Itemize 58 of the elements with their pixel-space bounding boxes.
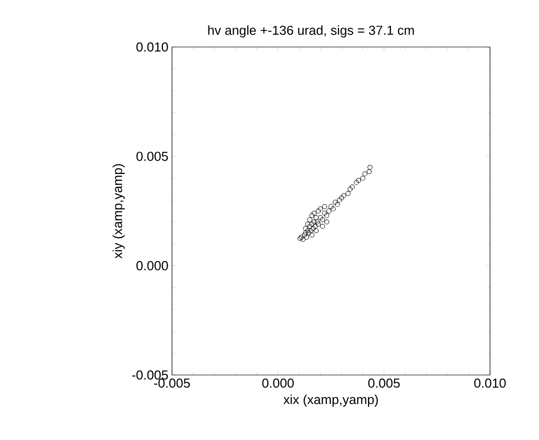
- point: [316, 208, 321, 214]
- point: [354, 180, 359, 186]
- point: [324, 219, 330, 224]
- point: [366, 169, 372, 174]
- point: [368, 164, 372, 170]
- point: [314, 228, 319, 234]
- point: [356, 178, 362, 183]
- point: [312, 210, 316, 216]
- point: [305, 222, 310, 227]
- point: [334, 202, 340, 207]
- point: [307, 217, 312, 222]
- point: [337, 198, 342, 203]
- point: [303, 230, 308, 236]
- point: [308, 228, 314, 234]
- y-tick-label: 0.005: [136, 152, 168, 161]
- point: [326, 208, 332, 214]
- point: [302, 232, 307, 238]
- point: [316, 222, 321, 227]
- x-axis-title: xix (xamp,yamp): [283, 394, 378, 407]
- point: [320, 217, 325, 222]
- point: [310, 226, 316, 231]
- point: [362, 171, 368, 176]
- point: [312, 224, 318, 229]
- point: [360, 176, 366, 181]
- point: [314, 215, 319, 220]
- point: [328, 204, 334, 210]
- point: [309, 232, 314, 238]
- point: [303, 226, 308, 231]
- point: [312, 219, 316, 224]
- point: [307, 224, 312, 229]
- point: [348, 186, 353, 192]
- point: [332, 200, 338, 205]
- point: [346, 191, 350, 196]
- point: [318, 206, 323, 212]
- x-tick-label: 0.005: [368, 378, 400, 388]
- chart-title: hv angle +-136 urad, sigs = 37.1 cm: [208, 25, 414, 38]
- x-tick-label: -0.005: [154, 378, 190, 388]
- y-tick-label: 0.000: [136, 261, 168, 270]
- y-tick-label: 0.010: [136, 42, 168, 52]
- point: [320, 224, 325, 229]
- point: [339, 195, 344, 200]
- y-axis-title: xiy (xamp,yamp): [112, 164, 125, 259]
- x-tick-label: 0.000: [262, 378, 294, 388]
- point: [322, 210, 328, 216]
- point: [350, 184, 355, 190]
- point: [306, 230, 312, 236]
- y-tick-label: -0.005: [132, 370, 168, 380]
- point: [314, 219, 320, 224]
- point: [309, 212, 314, 218]
- point: [322, 204, 328, 210]
- point: [318, 215, 323, 220]
- x-tick-label: 0.010: [474, 378, 506, 388]
- point: [300, 236, 306, 242]
- point: [305, 228, 310, 234]
- point: [341, 193, 346, 198]
- point: [324, 212, 330, 218]
- point: [309, 222, 314, 227]
- point: [330, 206, 336, 212]
